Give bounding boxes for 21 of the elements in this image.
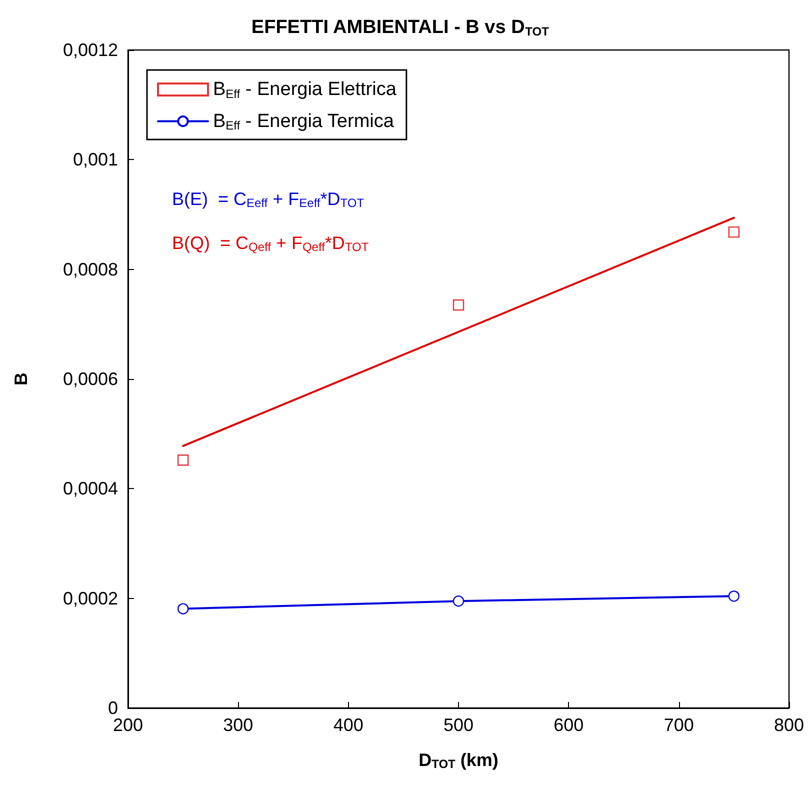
- point: [728, 590, 740, 602]
- x-tick-label: 800: [774, 715, 804, 735]
- y-tick-label: 0,001: [72, 150, 118, 170]
- y-tick-label: 0,0004: [62, 478, 118, 499]
- point: [728, 226, 740, 238]
- y-tick-label: 0,0008: [62, 259, 118, 280]
- point: [177, 454, 189, 466]
- x-tick-label: 600: [554, 715, 584, 735]
- y-axis-title: B: [11, 372, 31, 386]
- y-tick-label: 0,0006: [62, 369, 118, 389]
- point: [452, 299, 464, 311]
- point: [177, 603, 189, 614]
- y-tick-label: 0,0012: [62, 40, 118, 60]
- y-tick-label: 0: [108, 698, 118, 718]
- x-tick-label: 500: [443, 715, 474, 735]
- x-tick-label: 700: [664, 715, 694, 735]
- x-tick-label: 400: [333, 715, 364, 735]
- x-tick-label: 300: [223, 715, 254, 735]
- x-tick-label: 200: [112, 715, 144, 735]
- point: [452, 595, 464, 607]
- y-tick-label: 0,0002: [62, 588, 118, 608]
